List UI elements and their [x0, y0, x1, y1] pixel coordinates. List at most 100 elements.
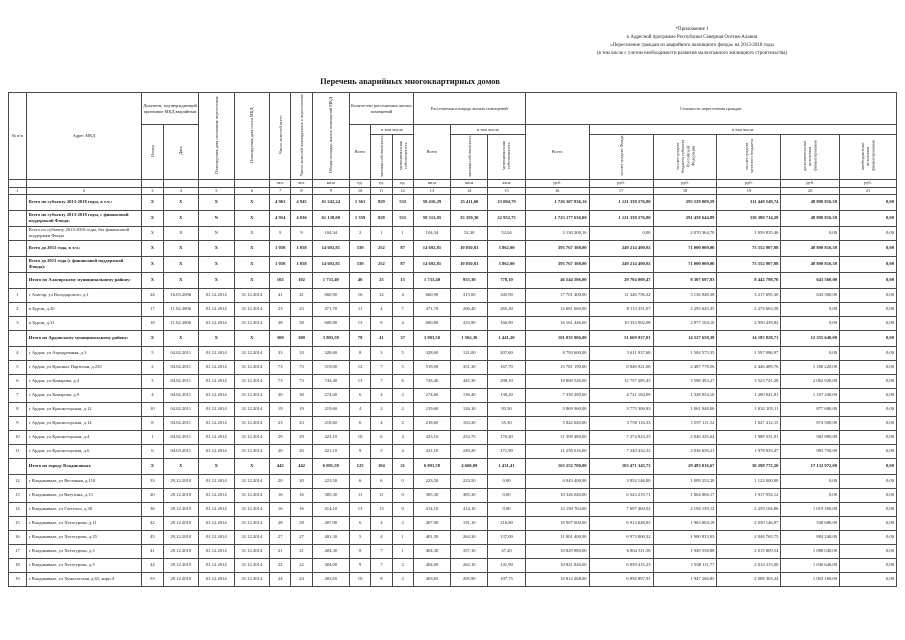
value-cell: 2 [370, 401, 393, 417]
col-header-residents-relocate: Число жителей планируемых к переселению [290, 92, 313, 180]
row-number-cell: 15 [8, 515, 27, 531]
value-cell: 170,40 [487, 429, 526, 445]
value-cell: 219,60 [412, 401, 452, 417]
cost-value-cell: 1 290 041,81 [716, 387, 782, 403]
value-cell: 4 954 [269, 209, 292, 227]
column-number-cell: 2 [25, 186, 143, 195]
value-cell: 23 [290, 301, 313, 317]
cost-value-cell: 0,00 [780, 345, 841, 361]
value-cell: 1 058 [290, 255, 313, 273]
value-cell: 2 [391, 401, 414, 417]
col-header-area-private: частная собственность [450, 134, 489, 180]
cost-value-cell: 1 027 412,15 [716, 415, 782, 431]
cost-value-cell: 6 856 897,91 [588, 571, 654, 587]
value-cell: 29 [290, 429, 313, 445]
column-number-cell: 19 [716, 186, 782, 195]
value-cell: 126,10 [450, 401, 489, 417]
cost-value-cell: 393 767 308,00 [524, 239, 590, 257]
value-cell: 137,00 [487, 529, 526, 545]
cost-value-cell: 2 293 645,35 [652, 301, 718, 317]
cost-value-cell: 2 008 303,24 [716, 571, 782, 587]
col-header-area-private-label: частная собственность [466, 135, 472, 177]
value-cell: 6 [348, 515, 372, 531]
value-cell: X [162, 225, 200, 241]
table-container: № п/п Адрес МКД Документ, подтверждающий… [8, 92, 898, 587]
cost-value-cell: 0,00 [839, 429, 897, 445]
value-cell: 2 [391, 415, 414, 431]
column-number-cell: 9 [311, 186, 350, 195]
value-cell: 61 242,24 [311, 193, 350, 211]
value-cell: 102 [269, 271, 292, 289]
cost-value-cell: 1 080 040,00 [780, 543, 841, 559]
row-number-cell: 5 [8, 359, 27, 375]
unit-cell: ед. [391, 178, 414, 188]
unit-cell: руб. [716, 178, 782, 188]
value-cell: 01.12.2014 [198, 415, 235, 431]
cost-value-cell: 0,00 [839, 345, 897, 361]
value-cell: 9 [269, 225, 292, 241]
value-cell: 4 [391, 429, 414, 445]
col-header-area-municipal: муниципальная собственность [487, 134, 526, 180]
cost-value-cell: 393 767 308,00 [524, 255, 590, 273]
value-cell: 141,90 [487, 557, 526, 573]
value-cell: 5 [391, 359, 414, 375]
cost-value-cell: 311 440 549,74 [716, 193, 782, 211]
value-cell: 403,65 [311, 571, 350, 587]
value-cell: 163,30 [450, 415, 489, 431]
address-cell: г Владикавказ, ул Хетагурова, д.25 [25, 529, 143, 545]
header-note-line1: *Приложение 1 [675, 27, 709, 32]
value-cell: 31.12.2014 [233, 543, 271, 559]
value-cell: 13 [348, 501, 372, 517]
value-cell: 421,10 [311, 443, 350, 459]
value-cell: 31.12.2014 [233, 501, 271, 517]
cost-value-cell: 17 701 400,00 [524, 287, 590, 303]
value-cell: 31.12.2014 [233, 443, 271, 459]
row-number-cell [8, 255, 27, 273]
cost-value-cell: 2 030 146,97 [716, 515, 782, 531]
value-cell: 33 [141, 473, 164, 489]
value-cell: 23 [290, 415, 313, 431]
address-cell: Всего по субъекту 2013-2018 годы, с фина… [25, 209, 143, 227]
cost-value-cell: 3 588 493,27 [652, 373, 718, 389]
value-cell: 20 [290, 473, 313, 489]
value-cell: 404,30 [412, 543, 452, 559]
column-number-cell: 5 [198, 186, 235, 195]
cost-value-cell: 1 328 054,10 [652, 387, 718, 403]
cost-value-cell: 2 950 439,82 [716, 315, 782, 331]
cost-value-cell: 2 259 104,86 [716, 501, 782, 517]
cost-value-cell: 3 523 741,28 [716, 373, 782, 389]
address-cell: п Бурон, д.20 [25, 301, 143, 317]
value-cell: X [198, 271, 235, 289]
col-header-cost-total: Всего [524, 124, 590, 180]
value-cell: 29.12.2010 [162, 557, 200, 573]
header-note: *Приложение 1 к Адресной программе Респу… [527, 26, 857, 58]
col-header-residents-relocate-label: Число жителей планируемых к переселению [298, 94, 304, 176]
row-number-cell: 8 [8, 401, 27, 417]
col-header-cost-fund: за счет средств Фонда [588, 134, 654, 180]
value-cell: 4 [370, 415, 393, 431]
value-cell: 58 416,29 [412, 193, 452, 211]
table-row: 10 г Ардон, ул Красногорская, д.4 1 04.02.2… [8, 429, 897, 445]
value-cell: 532 [391, 193, 414, 211]
value-cell: X [233, 239, 271, 257]
value-cell: 31.12.2014 [233, 315, 271, 331]
units-row: чел. чел. кв.м ед. ед. ед. кв.м кв.м кв.м руб. руб… [8, 178, 897, 188]
cost-value-cell: 1 723 177 636,00 [524, 209, 590, 227]
value-cell: 42 [141, 515, 164, 531]
value-cell: 37 [391, 329, 414, 347]
value-cell: 93,50 [487, 401, 526, 417]
value-cell: 339 [348, 239, 372, 257]
cost-value-cell: 14 527 658,38 [652, 329, 718, 347]
table-row: 19 г Владикавказ, ул Хумалагская, д.65, к… [8, 571, 897, 587]
value-cell: 1 441,20 [487, 329, 526, 347]
cost-value-cell: 10 812 468,00 [524, 571, 590, 587]
cost-value-cell: 0,00 [839, 387, 897, 403]
value-cell: 20 [141, 487, 164, 503]
cost-value-cell: 0,00 [839, 443, 897, 459]
value-cell: 01.12.2014 [198, 515, 235, 531]
address-cell: Итого по Алагирскому муниципальному райо… [25, 271, 143, 289]
col-header-cost-local-label: за счет средств местного бюджета [743, 139, 754, 173]
cost-value-cell: 1 089 253,20 [652, 473, 718, 489]
column-number-cell: 4 [162, 186, 200, 195]
